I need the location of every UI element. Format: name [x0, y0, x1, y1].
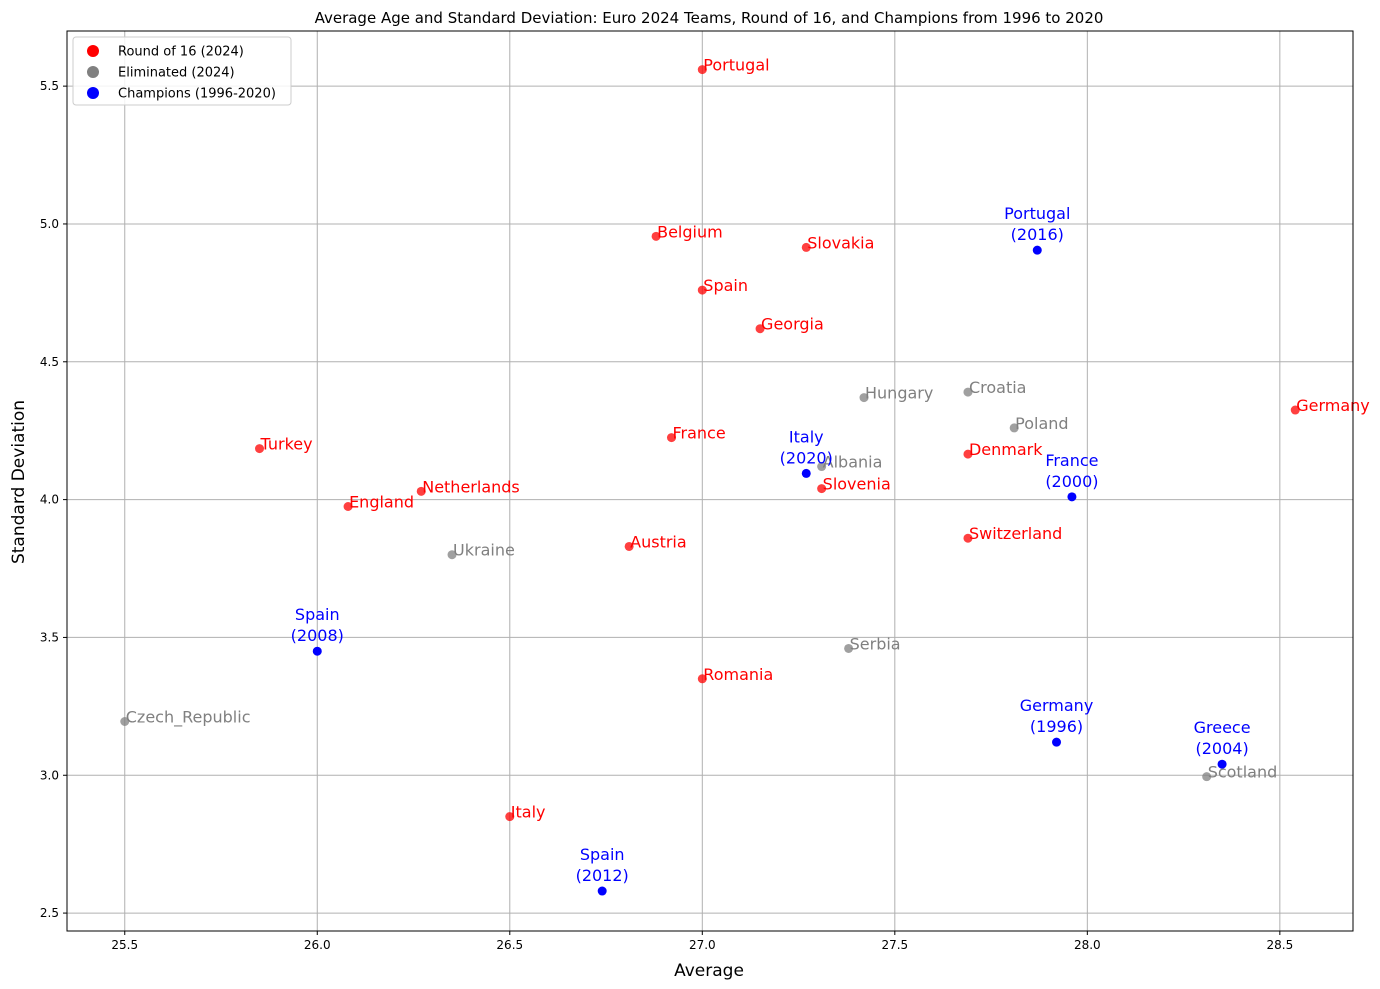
point-label: Scotland	[1208, 763, 1278, 782]
data-point	[817, 484, 827, 494]
y-tick-label: 5.5	[40, 79, 59, 93]
point-label: Slovenia	[823, 475, 891, 494]
data-point	[859, 393, 869, 403]
legend: Round of 16 (2024) Eliminated (2024) Champ…	[72, 36, 292, 106]
x-axis-label: Average	[674, 961, 744, 981]
data-point	[505, 812, 515, 822]
data-point	[697, 65, 707, 75]
data-point	[312, 646, 322, 656]
point-label: Germany (1996)	[1020, 696, 1094, 736]
point-label: Belgium	[657, 222, 723, 241]
y-tick-label: 4.5	[40, 355, 59, 369]
legend-label: Round of 16 (2024)	[118, 45, 244, 60]
data-point	[1290, 405, 1300, 415]
y-axis-label: Standard Deviation	[9, 400, 29, 564]
data-point	[844, 643, 854, 653]
data-points	[120, 65, 1300, 896]
point-label: Germany	[1296, 396, 1370, 415]
x-tick-label: 28.0	[1074, 938, 1101, 952]
y-tick-label: 3.5	[40, 630, 59, 644]
data-point	[817, 462, 827, 472]
x-tick-label: 25.5	[111, 938, 138, 952]
data-point	[120, 717, 130, 727]
point-label: Croatia	[969, 378, 1027, 397]
data-point	[343, 501, 353, 511]
legend-label: Eliminated (2024)	[118, 66, 235, 81]
point-label: Ukraine	[453, 541, 515, 560]
point-label: Poland	[1015, 414, 1068, 433]
point-label: Switzerland	[969, 524, 1062, 543]
data-point	[1067, 492, 1077, 502]
y-tick-label: 5.0	[40, 217, 59, 231]
data-point	[651, 231, 661, 241]
point-label: Albania	[823, 453, 883, 472]
legend-marker	[87, 87, 99, 99]
data-point	[1202, 772, 1212, 782]
point-label: England	[349, 492, 414, 511]
point-label: Greece (2004)	[1194, 718, 1251, 758]
data-point	[801, 468, 811, 478]
point-label: Czech_Republic	[126, 708, 251, 728]
legend-label: Champions (1996-2020)	[118, 87, 276, 102]
data-point	[1032, 245, 1042, 255]
x-tick-label: 27.0	[689, 938, 716, 952]
x-tick-label: 27.5	[881, 938, 908, 952]
point-label: Italy (2020)	[780, 427, 833, 467]
point-label: Georgia	[761, 315, 824, 334]
data-point	[697, 285, 707, 295]
data-point	[755, 324, 765, 334]
data-point	[801, 242, 811, 252]
y-tick-label: 4.0	[40, 493, 59, 507]
point-label: Spain (2008)	[291, 605, 344, 645]
point-label: Spain (2012)	[576, 845, 629, 885]
chart-title: Average Age and Standard Deviation: Euro…	[315, 9, 1104, 27]
legend-box	[72, 36, 292, 106]
point-label: Spain	[703, 276, 748, 295]
x-axis-ticks: 25.5 26.0 26.5 27.0 27.5 28.0 28.5	[111, 931, 1293, 952]
point-label: Austria	[630, 532, 687, 551]
x-tick-label: 28.5	[1266, 938, 1293, 952]
point-label: France (2000)	[1045, 451, 1098, 491]
point-label: Serbia	[850, 634, 901, 653]
data-point	[1217, 759, 1227, 769]
x-tick-label: 26.0	[304, 938, 331, 952]
data-point	[1009, 423, 1019, 433]
data-point	[963, 533, 973, 543]
point-label: Portugal	[703, 56, 769, 75]
point-label: France	[672, 424, 725, 443]
point-label: Italy	[511, 803, 546, 822]
data-point	[963, 449, 973, 459]
point-label: Netherlands	[422, 477, 520, 496]
data-point	[447, 550, 457, 560]
data-point	[597, 886, 607, 896]
data-point	[255, 444, 265, 454]
point-labels: Portugal Belgium Slovakia Spain Georgia Germa…	[126, 56, 1370, 885]
y-axis-ticks: 2.5 3.0 3.5 4.0 4.5 5.0 5.5	[40, 79, 67, 920]
data-point	[624, 541, 634, 551]
plot-frame	[66, 30, 1354, 932]
legend-marker	[87, 45, 99, 57]
legend-marker	[87, 66, 99, 78]
point-label: Hungary	[865, 384, 933, 403]
data-point	[666, 433, 676, 443]
point-label: Slovakia	[807, 233, 874, 252]
y-tick-label: 3.0	[40, 768, 59, 782]
x-tick-label: 26.5	[496, 938, 523, 952]
point-label: Romania	[703, 665, 773, 684]
point-label: Denmark	[969, 440, 1043, 459]
data-point	[697, 674, 707, 684]
data-point	[416, 486, 426, 496]
data-point	[963, 387, 973, 397]
point-label: Turkey	[260, 435, 313, 454]
grid	[67, 31, 1353, 931]
data-point	[1052, 737, 1062, 747]
y-tick-label: 2.5	[40, 906, 59, 920]
point-label: Portugal (2016)	[1004, 204, 1070, 244]
